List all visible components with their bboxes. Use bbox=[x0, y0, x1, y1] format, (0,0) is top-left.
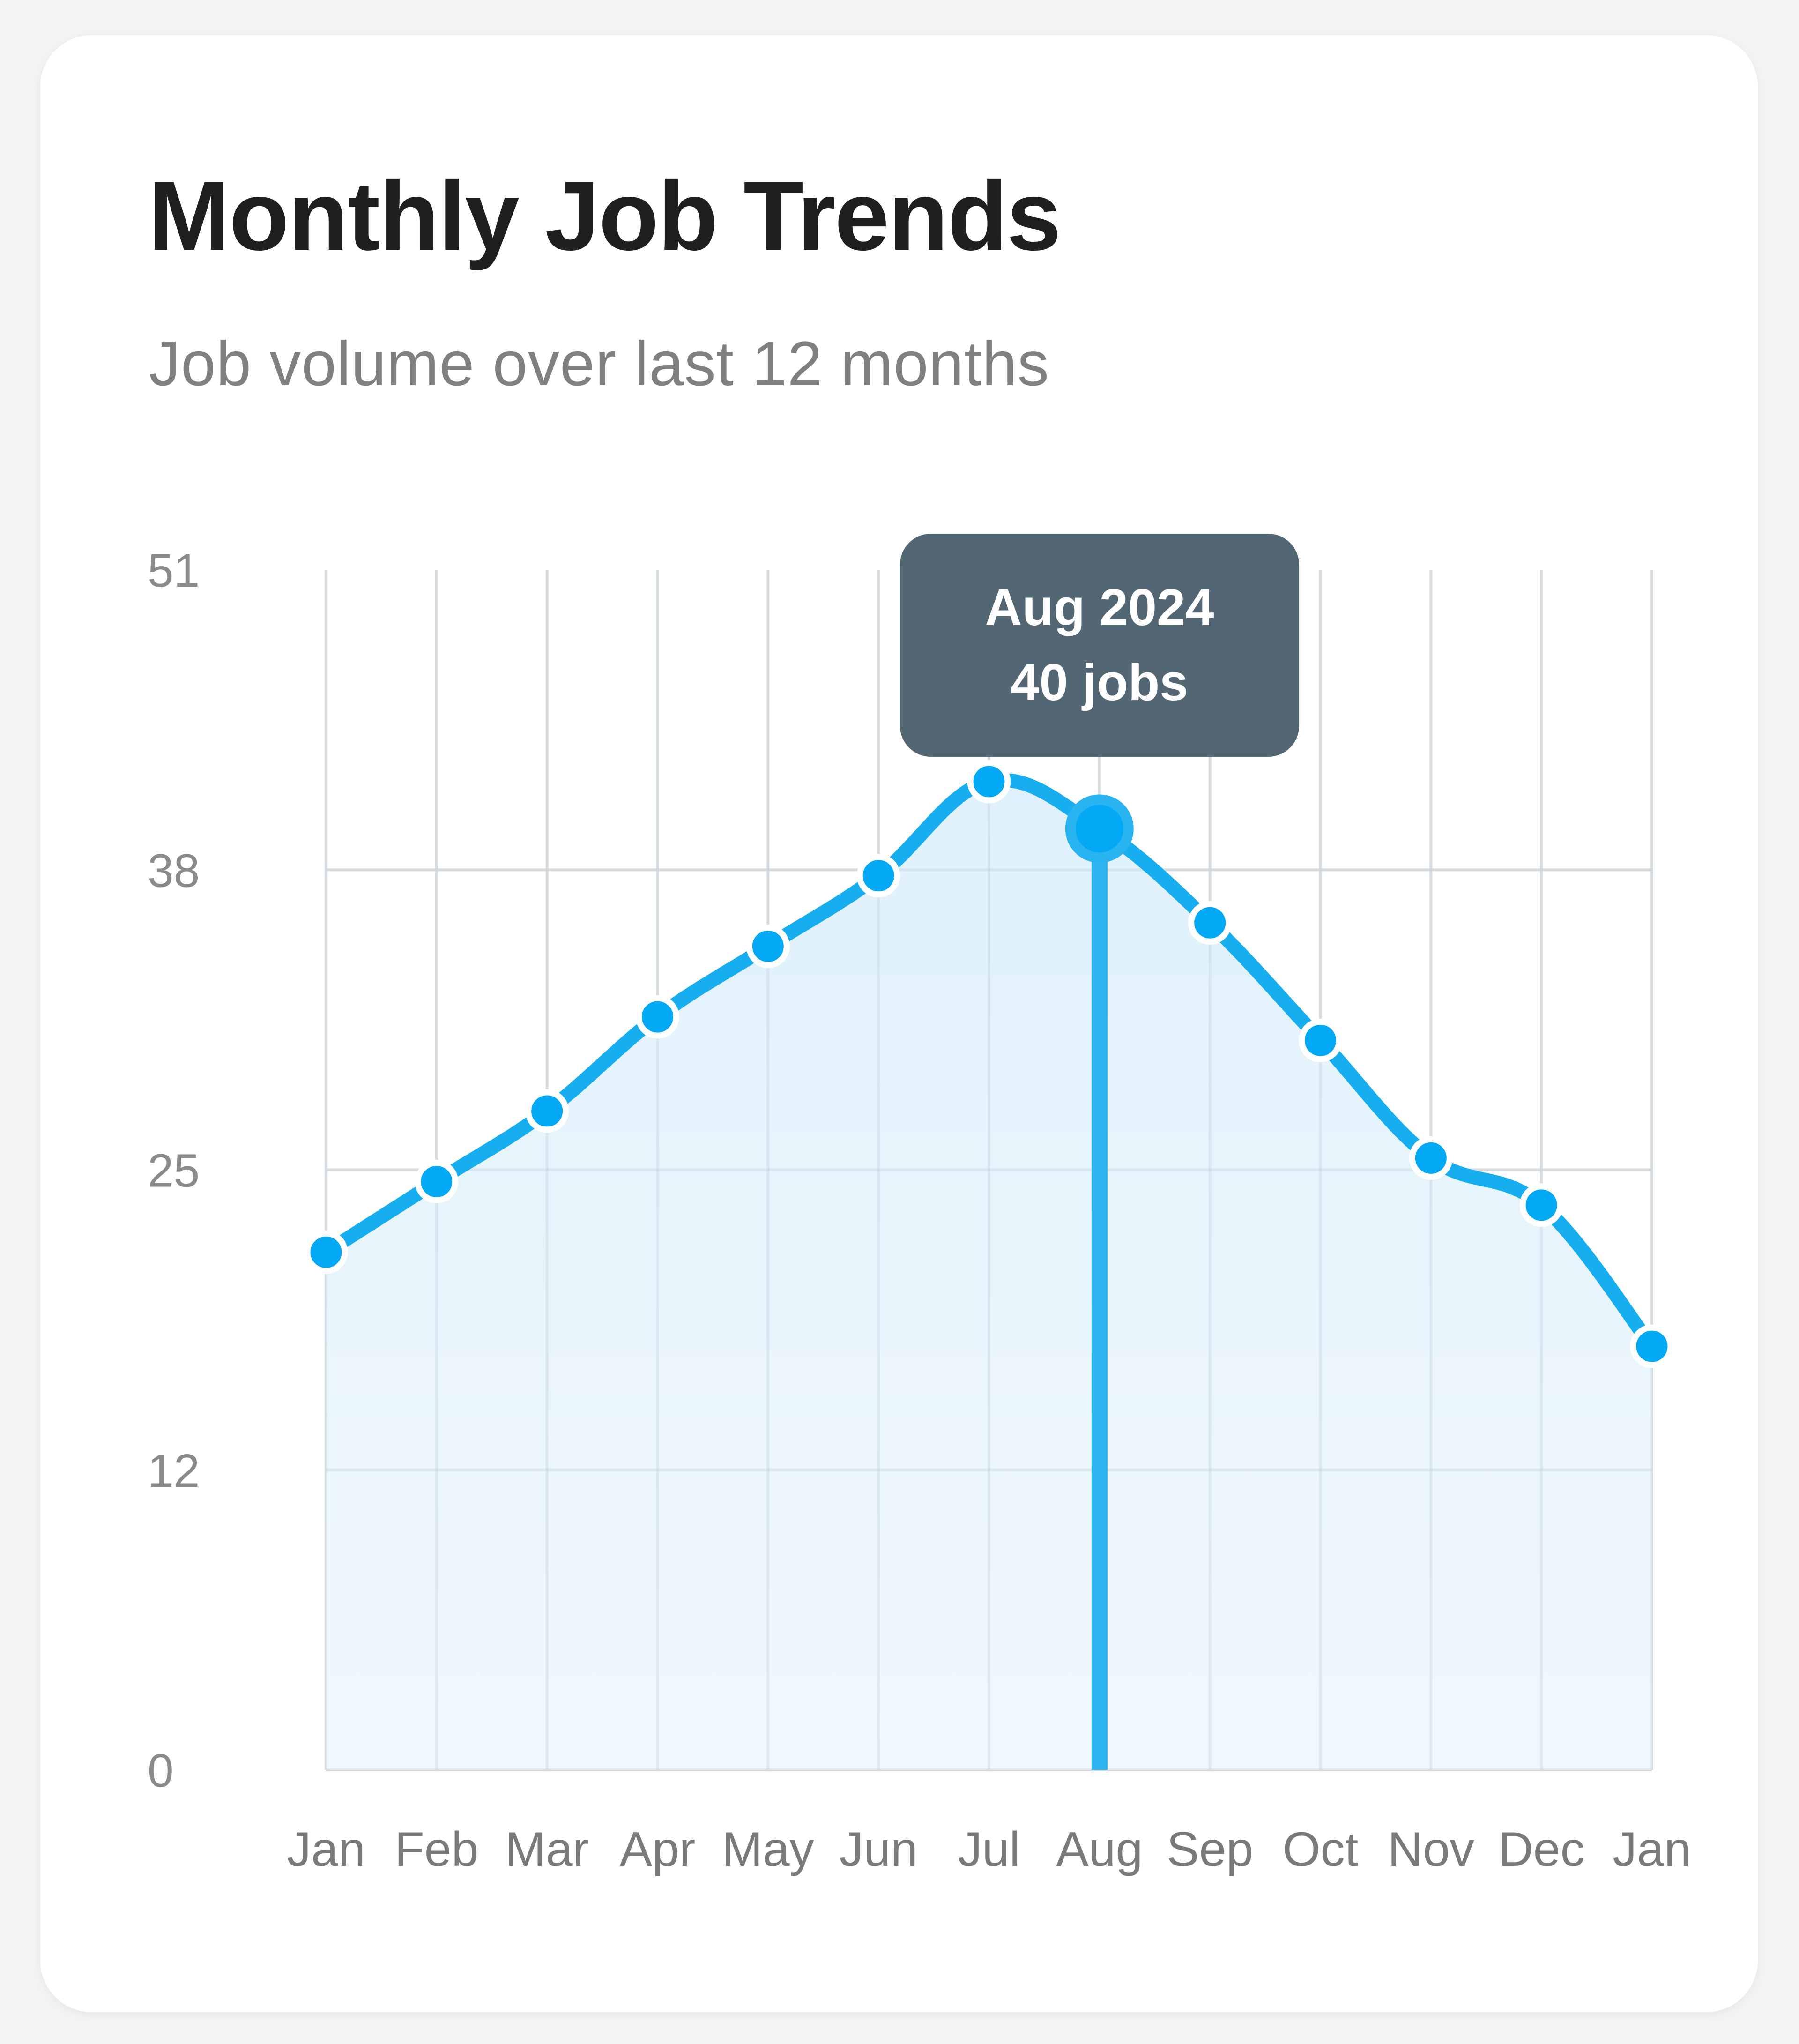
card-subtitle: Job volume over last 12 months bbox=[149, 329, 1049, 399]
x-tick-label: Aug bbox=[1056, 1822, 1143, 1877]
data-point-aug-7[interactable] bbox=[1065, 794, 1134, 863]
y-tick-label: 25 bbox=[148, 1145, 200, 1197]
x-tick-label: Sep bbox=[1167, 1822, 1253, 1877]
y-tick-label: 12 bbox=[148, 1445, 200, 1497]
tooltip-value: 40 jobs bbox=[1011, 654, 1189, 711]
data-point-jul-6[interactable] bbox=[967, 760, 1011, 804]
card-title: Monthly Job Trends bbox=[148, 161, 1061, 271]
chart-tooltip: Aug 2024 40 jobs bbox=[900, 534, 1299, 757]
data-point-may-4[interactable] bbox=[746, 924, 790, 968]
x-tick-label: Mar bbox=[505, 1822, 589, 1877]
data-points[interactable] bbox=[304, 760, 1674, 1368]
x-tick-label: Nov bbox=[1388, 1822, 1474, 1877]
x-tick-label: Feb bbox=[394, 1822, 478, 1877]
y-tick-label: 0 bbox=[148, 1745, 174, 1797]
x-tick-label: Jan bbox=[287, 1822, 365, 1877]
x-tick-label: Apr bbox=[620, 1822, 696, 1877]
x-tick-label: Jul bbox=[958, 1822, 1020, 1877]
x-tick-label: Jan bbox=[1613, 1822, 1691, 1877]
data-point-jan-12[interactable] bbox=[1630, 1324, 1674, 1368]
x-tick-label: Dec bbox=[1498, 1822, 1585, 1877]
data-point-nov-10[interactable] bbox=[1409, 1136, 1453, 1180]
y-axis-labels: 0 12 25 38 51 bbox=[148, 545, 200, 1797]
data-point-mar-2[interactable] bbox=[525, 1089, 569, 1133]
x-tick-label: Oct bbox=[1283, 1822, 1359, 1877]
data-point-jun-5[interactable] bbox=[856, 854, 900, 898]
y-tick-label: 51 bbox=[148, 545, 200, 597]
x-tick-label: Jun bbox=[839, 1822, 918, 1877]
data-point-oct-9[interactable] bbox=[1299, 1018, 1342, 1062]
x-tick-label: May bbox=[722, 1822, 814, 1877]
x-axis-labels: Jan Feb Mar Apr May Jun Jul Aug Sep Oct Nov Dec Jan bbox=[287, 1822, 1691, 1877]
y-tick-label: 38 bbox=[148, 844, 200, 897]
tooltip-date: Aug 2024 bbox=[985, 579, 1214, 636]
data-point-apr-3[interactable] bbox=[636, 995, 679, 1039]
data-point-jan-0[interactable] bbox=[304, 1230, 348, 1274]
data-point-feb-1[interactable] bbox=[415, 1160, 459, 1204]
data-point-sep-8[interactable] bbox=[1188, 901, 1232, 945]
data-point-dec-11[interactable] bbox=[1519, 1183, 1563, 1227]
